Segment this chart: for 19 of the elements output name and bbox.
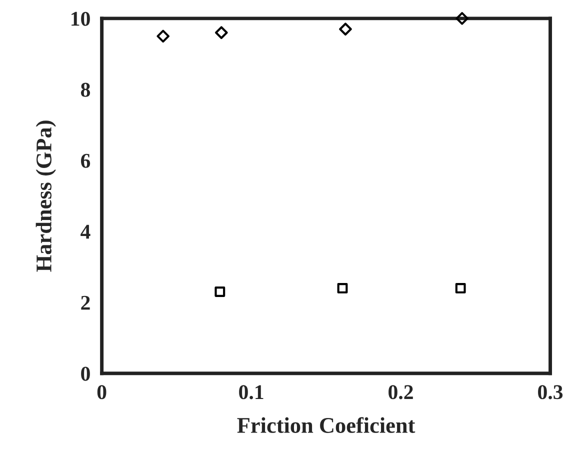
y-tick-label: 2 (81, 296, 90, 310)
x-tick-label: 0 (97, 385, 106, 400)
y-axis-title: Hardness (GPa) (36, 120, 56, 272)
x-tick-label: 0.3 (538, 385, 563, 400)
point (339, 22, 352, 36)
y-tick-label: 6 (81, 154, 90, 168)
y-tick-label: 0 (81, 366, 90, 381)
x-axis-title: Friction Coeficient (237, 417, 416, 433)
point (456, 12, 468, 25)
x-tick-label: 0.1 (239, 385, 264, 400)
point (337, 283, 348, 294)
point (214, 286, 226, 297)
y-tick-label: 8 (80, 82, 90, 97)
x-tick-label: 0.2 (388, 385, 413, 400)
y-tick-label: 10 (72, 12, 90, 26)
point (156, 30, 170, 43)
y-tick-label: 4 (80, 224, 90, 239)
point (455, 283, 466, 294)
point (214, 26, 228, 40)
